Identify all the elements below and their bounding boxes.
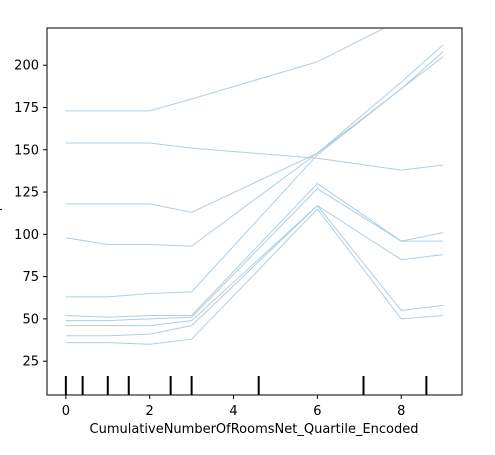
y-tick-label-3: 100 bbox=[14, 228, 39, 243]
ice-line-5 bbox=[65, 56, 444, 298]
ice-line-10 bbox=[65, 208, 444, 345]
y-tick-label-6: 175 bbox=[14, 101, 39, 116]
y-tick-label-5: 150 bbox=[14, 143, 39, 158]
ice-lines bbox=[65, 28, 444, 345]
x-axis-label: CumulativeNumberOfRoomsNet_Quartile_Enco… bbox=[90, 422, 419, 437]
plot-frame bbox=[46, 27, 463, 396]
y-tick-label-0: 25 bbox=[22, 355, 39, 370]
ice-line-9 bbox=[65, 204, 444, 337]
y-axis: 25 50 75 100 125 150 175 200 bbox=[14, 59, 47, 370]
y-tick-label-2: 75 bbox=[22, 270, 39, 285]
x-tick-label-3: 6 bbox=[313, 404, 321, 419]
ice-line-3 bbox=[65, 44, 444, 213]
y-tick-label-1: 50 bbox=[22, 312, 39, 327]
x-tick-label-0: 0 bbox=[62, 404, 70, 419]
x-tick-label-1: 2 bbox=[146, 404, 154, 419]
ice-line-8 bbox=[65, 204, 444, 327]
y-axis-edge-fragment: - bbox=[0, 202, 3, 217]
ice-line-1 bbox=[65, 28, 386, 112]
ice-line-7 bbox=[65, 188, 444, 322]
x-tick-label-2: 4 bbox=[229, 404, 237, 419]
x-tick-label-4: 8 bbox=[397, 404, 405, 419]
rug-marks bbox=[64, 376, 428, 395]
y-tick-label-4: 125 bbox=[14, 186, 39, 201]
ice-line-2 bbox=[65, 142, 444, 171]
x-axis: 0 2 4 6 8 bbox=[62, 395, 405, 419]
y-tick-label-7: 200 bbox=[14, 59, 39, 74]
